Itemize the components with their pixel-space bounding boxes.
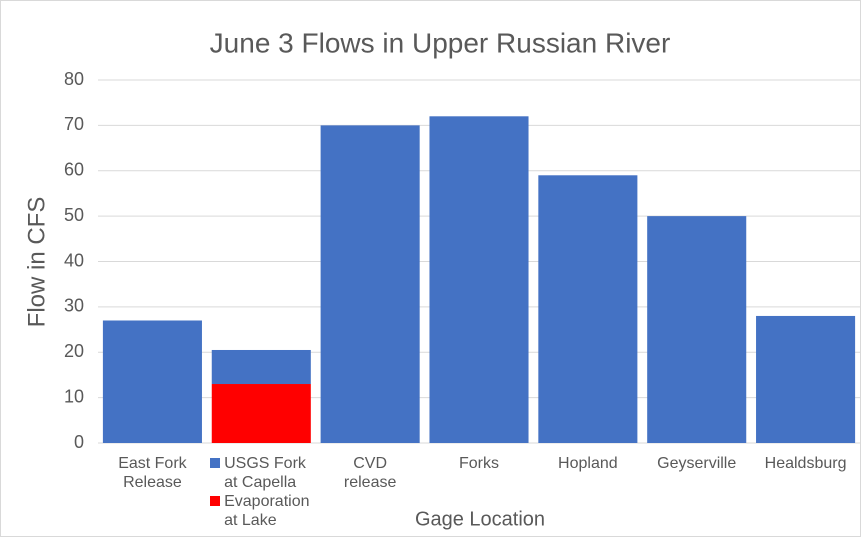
y-tick-label: 50 — [64, 205, 84, 225]
y-axis-label: Flow in CFS — [23, 197, 50, 328]
y-tick-label: 20 — [64, 341, 84, 361]
y-tick-label: 60 — [64, 160, 84, 180]
y-tick-label: 30 — [64, 296, 84, 316]
y-tick-label: 0 — [74, 432, 84, 452]
x-tick-label-cell: USGS Fork at Capella Evaporation at Lake — [210, 454, 319, 530]
legend-label: Evaporation at Lake — [224, 493, 310, 529]
x-axis-label: Gage Location — [415, 508, 545, 530]
bar-segment — [647, 216, 747, 443]
y-tick-label: 70 — [64, 114, 84, 134]
x-tick-label: USGS Fork at Capella — [224, 455, 306, 491]
legend-swatch — [210, 458, 221, 468]
x-tick-label: Forks — [459, 455, 499, 472]
bar-segment — [538, 175, 638, 443]
legend-entry: Evaporation at Lake — [210, 492, 319, 530]
bar-segment — [211, 349, 311, 385]
x-tick-label: Healdsburg — [764, 455, 847, 472]
x-tick-label: Geyserville — [657, 455, 737, 472]
bar-segment — [756, 315, 856, 443]
bar-segment — [429, 116, 529, 444]
bar-segment — [102, 320, 202, 443]
x-tick-label: East Fork Release — [118, 455, 187, 491]
bar-segment — [211, 384, 311, 443]
chart-title: June 3 Flows in Upper Russian River — [210, 27, 671, 58]
y-tick-label: 40 — [64, 250, 84, 270]
bar-segment — [320, 125, 420, 443]
x-tick-label: CVD release — [343, 455, 397, 491]
y-tick-label: 80 — [64, 69, 84, 89]
legend-swatch — [210, 496, 221, 506]
legend-entry: USGS Fork at Capella — [210, 454, 319, 492]
x-tick-label: Hopland — [558, 455, 618, 472]
y-tick-label: 10 — [64, 386, 84, 406]
